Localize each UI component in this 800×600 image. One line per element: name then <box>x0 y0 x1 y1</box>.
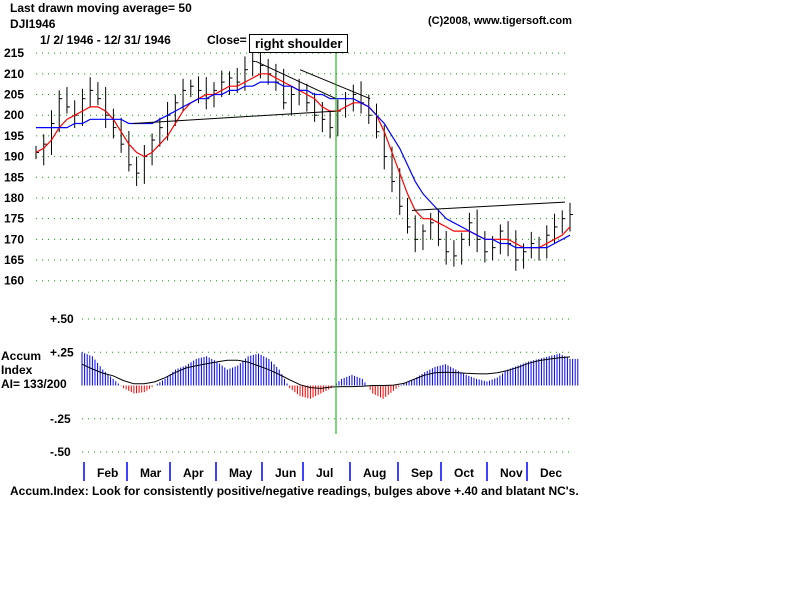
price-tick-label: 165 <box>4 253 24 267</box>
accum-ma-line <box>81 356 571 389</box>
date-range: 1/ 2/ 1946 - 12/ 31/ 1946 <box>40 33 171 47</box>
trendline <box>255 60 337 100</box>
price-tick-label: 170 <box>4 232 24 246</box>
price-tick-label: 185 <box>4 170 24 184</box>
index-label: Index <box>1 363 33 377</box>
month-label: Dec <box>540 466 562 480</box>
month-label: Sep <box>411 466 433 480</box>
price-tick-label: 175 <box>4 212 24 226</box>
price-tick-label: 215 <box>4 46 24 60</box>
month-label: Jun <box>275 466 296 480</box>
month-label: Nov <box>500 466 523 480</box>
indicator-tick-label: +.25 <box>50 345 74 359</box>
price-tick-label: 180 <box>4 191 24 205</box>
price-tick-label: 190 <box>4 150 24 164</box>
month-label: Jul <box>316 466 333 480</box>
ai-reading: AI= 133/200 <box>1 377 67 391</box>
right-shoulder-annotation: right shoulder <box>249 34 349 53</box>
indicator-tick-label: +.50 <box>50 312 74 326</box>
price-tick-label: 160 <box>4 274 24 288</box>
month-label: Aug <box>363 466 386 480</box>
trendline <box>411 201 566 211</box>
trendline <box>132 110 337 124</box>
accum-label: Accum <box>1 349 42 363</box>
copyright: (C)2008, www.tigersoft.com <box>428 15 572 27</box>
trendline <box>299 69 371 100</box>
indicator-tick-label: -.25 <box>50 412 71 426</box>
price-tick-label: 200 <box>4 108 24 122</box>
ma-short-line <box>35 73 571 249</box>
symbol-label: DJI1946 <box>10 17 56 31</box>
month-label: May <box>229 466 253 480</box>
footer-note: Accum.Index: Look for consistently posit… <box>10 484 579 498</box>
price-tick-label: 205 <box>4 88 24 102</box>
month-label: Feb <box>97 466 118 480</box>
indicator-tick-label: -.50 <box>50 445 71 459</box>
ma-label: Last drawn moving average= 50 <box>10 1 192 15</box>
month-label: Apr <box>183 466 204 480</box>
price-tick-label: 195 <box>4 129 24 143</box>
month-label: Oct <box>454 466 474 480</box>
price-tick-label: 210 <box>4 67 24 81</box>
close-label: Close= <box>207 33 247 47</box>
month-label: Mar <box>140 466 162 480</box>
ma-long-line <box>36 81 571 249</box>
